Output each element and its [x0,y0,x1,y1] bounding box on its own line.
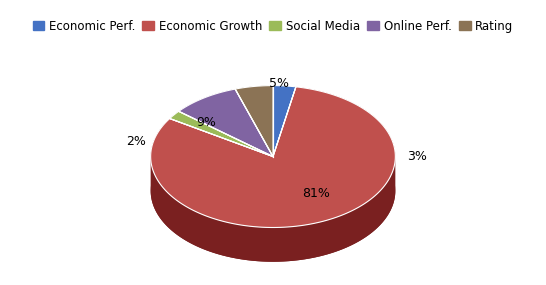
Polygon shape [273,86,296,156]
Text: 5%: 5% [269,77,289,90]
Polygon shape [151,87,395,262]
Legend: Economic Perf., Economic Growth, Social Media, Online Perf., Rating: Economic Perf., Economic Growth, Social … [28,15,518,37]
Polygon shape [170,111,179,153]
Polygon shape [151,156,395,262]
Polygon shape [151,87,395,227]
Polygon shape [179,89,273,156]
Text: 9%: 9% [196,116,216,129]
Text: 2%: 2% [126,135,146,148]
Polygon shape [179,89,235,146]
Polygon shape [170,111,273,156]
Polygon shape [235,86,273,123]
Polygon shape [235,86,273,156]
Text: 81%: 81% [302,187,330,200]
Polygon shape [273,86,296,121]
Text: 3%: 3% [407,150,428,163]
